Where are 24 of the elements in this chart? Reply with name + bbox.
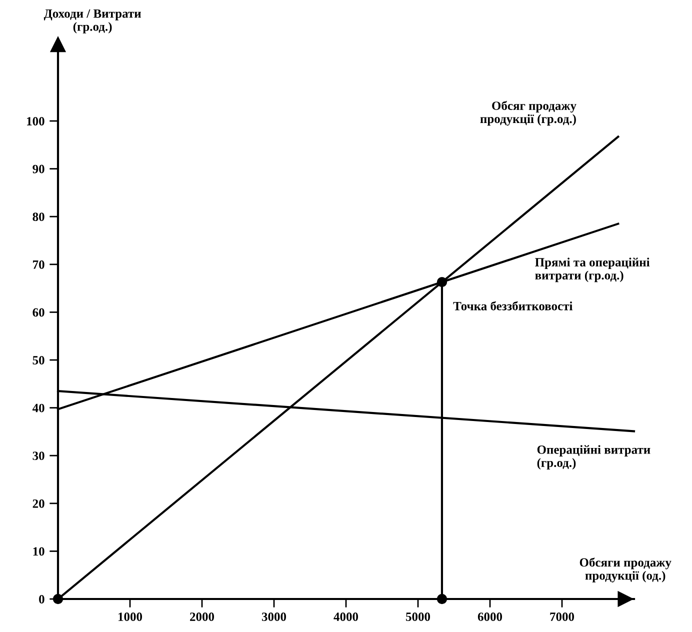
y-tick-label: 70 bbox=[33, 260, 44, 269]
x-tick-label: 2000 bbox=[190, 612, 214, 621]
x-tick-label: 6000 bbox=[478, 612, 502, 621]
series-label: Прямі та операційні витрати (гр.од.) bbox=[535, 258, 650, 282]
series-label: Операційні витрати (гр.од.) bbox=[537, 445, 650, 470]
y-tick-label: 50 bbox=[32, 356, 44, 364]
y-tick-label: 80 bbox=[32, 212, 44, 222]
x-tick-label: 3000 bbox=[262, 612, 286, 621]
y-tick-label: 40 bbox=[32, 404, 44, 412]
y-tick-label: 20 bbox=[32, 499, 44, 508]
y-tick-label: 90 bbox=[32, 164, 44, 174]
x-axis-title: Обсяги продажу продукції (од.) bbox=[580, 558, 672, 582]
text: Обсяг продажу продукції (гр.од.) bbox=[480, 100, 576, 126]
annotation: Точка беззбитковості bbox=[453, 301, 573, 310]
x-tick-label: 7000 bbox=[550, 612, 574, 621]
y-tick-label: 30 bbox=[32, 452, 44, 460]
x-tick-label: 1000 bbox=[118, 612, 142, 621]
x-tick-label: 4000 bbox=[334, 612, 358, 621]
y-tick-label: 0 bbox=[39, 595, 44, 604]
x-tick-label: 5000 bbox=[406, 612, 430, 621]
y-tick-label: 100 bbox=[27, 117, 44, 126]
y-axis-title: Доходи / Витрати (гр.од.) bbox=[44, 9, 141, 34]
y-tick-label: 60 bbox=[32, 308, 44, 317]
y-tick-label: 10 bbox=[33, 547, 44, 556]
